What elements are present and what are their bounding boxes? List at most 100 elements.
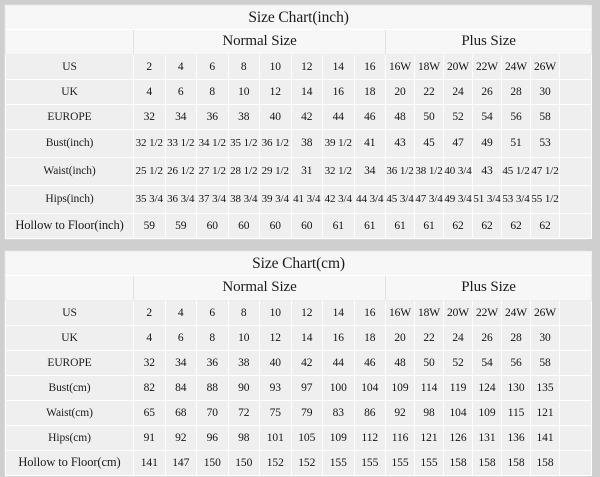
table-cell: 61 <box>385 213 415 239</box>
table-cell: 40 <box>259 350 292 376</box>
table-cell: 79 <box>290 400 323 426</box>
row-label-us: US <box>5 300 134 326</box>
table-cell: 12 <box>290 300 323 326</box>
table-row: Bust(cm) 82 84 88 90 93 97 100 104 109 114 119 124 13… <box>5 375 593 401</box>
table-cell: 2 <box>133 300 166 326</box>
table-cell: 51 <box>501 129 531 158</box>
table-cell: 56 <box>501 350 531 376</box>
table-cell: 91 <box>133 425 166 451</box>
table-cell: 4 <box>164 300 197 326</box>
size-chart-inch-table: Size Chart(inch) Normal Size Plus Size US 2 4… <box>4 5 593 239</box>
table-row: UK 4 6 8 10 12 14 16 18 20 22 24 26 28 30 <box>5 79 593 105</box>
table-cell: 75 <box>259 400 292 426</box>
table-cell: 38 3/4 <box>227 185 260 214</box>
table-cell: 61 <box>353 213 386 239</box>
table-cell: 109 <box>472 400 502 426</box>
table-cell: 82 <box>133 375 166 401</box>
table-cell: 101 <box>259 425 292 451</box>
table-cell: 116 <box>385 425 415 451</box>
table-row: Hips(inch) 35 3/4 36 3/4 37 3/4 38 3/4 39 3/4… <box>5 185 593 214</box>
table-cell: 35 3/4 <box>133 185 166 214</box>
table-cell: 30 <box>530 325 560 351</box>
table-cell: 97 <box>290 375 323 401</box>
table-cell-spacer <box>558 375 593 401</box>
group-header-row: Normal Size Plus Size <box>5 275 593 301</box>
table-cell: 30 <box>530 79 560 105</box>
table-cell-spacer <box>558 185 593 214</box>
table-cell: 12 <box>259 325 292 351</box>
table-row: Waist(cm) 65 68 70 72 75 79 83 86 92 98 104 109 115 12… <box>5 400 593 426</box>
table-cell: 6 <box>196 300 229 326</box>
row-label-uk: UK <box>5 79 134 105</box>
table-cell: 45 <box>414 129 444 158</box>
table-cell: 141 <box>133 450 166 476</box>
table-cell: 34 1/2 <box>196 129 229 158</box>
table-cell: 54 <box>472 104 502 130</box>
table-cell: 4 <box>133 325 166 351</box>
table-cell: 6 <box>196 54 229 80</box>
table-cell: 155 <box>385 450 415 476</box>
table-cell: 45 1/2 <box>501 157 531 186</box>
table-cell: 38 <box>227 104 260 130</box>
table-cell: 20W <box>443 54 473 80</box>
table-cell: 32 1/2 <box>322 157 355 186</box>
table-cell: 155 <box>353 450 386 476</box>
table-cell: 105 <box>290 425 323 451</box>
table-cell: 100 <box>322 375 355 401</box>
table-cell: 98 <box>227 425 260 451</box>
table-cell: 2 <box>133 54 166 80</box>
chart-title-row: Size Chart(inch) <box>4 5 593 30</box>
table-cell: 16W <box>385 300 415 326</box>
row-label-europe: EUROPE <box>5 104 134 130</box>
table-cell: 84 <box>164 375 197 401</box>
size-chart-inch-block: Size Chart(inch) Normal Size Plus Size US 2 4… <box>4 4 593 240</box>
table-cell: 141 <box>530 425 560 451</box>
table-cell: 22W <box>472 54 502 80</box>
table-cell: 68 <box>164 400 197 426</box>
table-cell: 155 <box>322 450 355 476</box>
table-cell: 24W <box>501 300 531 326</box>
row-label-hollow-to-floor-cm: Hollow to Floor(cm) <box>5 450 134 476</box>
table-cell: 26 <box>472 79 502 105</box>
table-cell: 36 1/2 <box>385 157 415 186</box>
table-cell: 58 <box>530 350 560 376</box>
chart-title: Size Chart(inch) <box>4 5 593 30</box>
table-cell: 147 <box>164 450 197 476</box>
table-cell: 62 <box>472 213 502 239</box>
table-cell: 8 <box>196 79 229 105</box>
table-cell: 47 1/2 <box>530 157 560 186</box>
group-header-corner <box>5 275 134 301</box>
table-cell: 53 <box>530 129 560 158</box>
table-cell: 8 <box>196 325 229 351</box>
table-cell: 29 1/2 <box>259 157 292 186</box>
table-cell: 158 <box>530 450 560 476</box>
table-cell: 8 <box>227 54 260 80</box>
table-cell: 45 3/4 <box>385 185 415 214</box>
row-label-bust-cm: Bust(cm) <box>5 375 134 401</box>
table-cell: 44 <box>322 350 355 376</box>
table-cell: 38 <box>290 129 323 158</box>
group-header-normal-size: Normal Size <box>133 29 386 55</box>
table-cell: 20 <box>385 79 415 105</box>
table-cell: 49 3/4 <box>443 185 473 214</box>
table-cell: 28 <box>501 325 531 351</box>
table-cell: 20W <box>443 300 473 326</box>
table-cell: 131 <box>472 425 502 451</box>
table-cell: 50 <box>414 350 444 376</box>
table-cell: 8 <box>227 300 260 326</box>
table-row: US 2 4 6 8 10 12 14 16 16W 18W 20W 22W 24W 26W <box>5 54 593 80</box>
table-cell: 96 <box>196 425 229 451</box>
table-cell: 60 <box>196 213 229 239</box>
table-cell: 59 <box>133 213 166 239</box>
table-cell: 54 <box>472 350 502 376</box>
group-header-plus-size: Plus Size <box>384 275 593 301</box>
table-row: Hollow to Floor(inch) 59 59 60 60 60 60 61 61 61 6… <box>5 213 593 239</box>
table-cell: 121 <box>414 425 444 451</box>
row-label-hips-cm: Hips(cm) <box>5 425 134 451</box>
table-cell: 34 <box>164 350 197 376</box>
table-cell: 36 1/2 <box>259 129 292 158</box>
table-cell-spacer <box>558 104 593 130</box>
table-cell: 48 <box>385 104 415 130</box>
table-cell: 39 3/4 <box>259 185 292 214</box>
table-cell: 158 <box>472 450 502 476</box>
